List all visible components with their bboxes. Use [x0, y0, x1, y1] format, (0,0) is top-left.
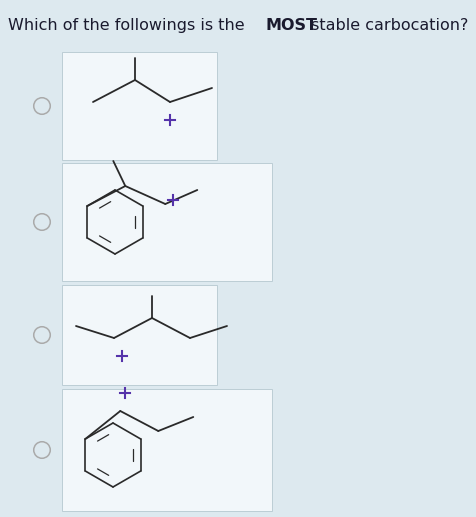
FancyBboxPatch shape — [62, 389, 271, 511]
FancyBboxPatch shape — [62, 52, 217, 160]
FancyBboxPatch shape — [62, 285, 217, 385]
Text: Which of the followings is the: Which of the followings is the — [8, 18, 249, 33]
FancyBboxPatch shape — [62, 163, 271, 281]
Text: stable carbocation?: stable carbocation? — [306, 18, 467, 33]
Text: MOST: MOST — [266, 18, 317, 33]
